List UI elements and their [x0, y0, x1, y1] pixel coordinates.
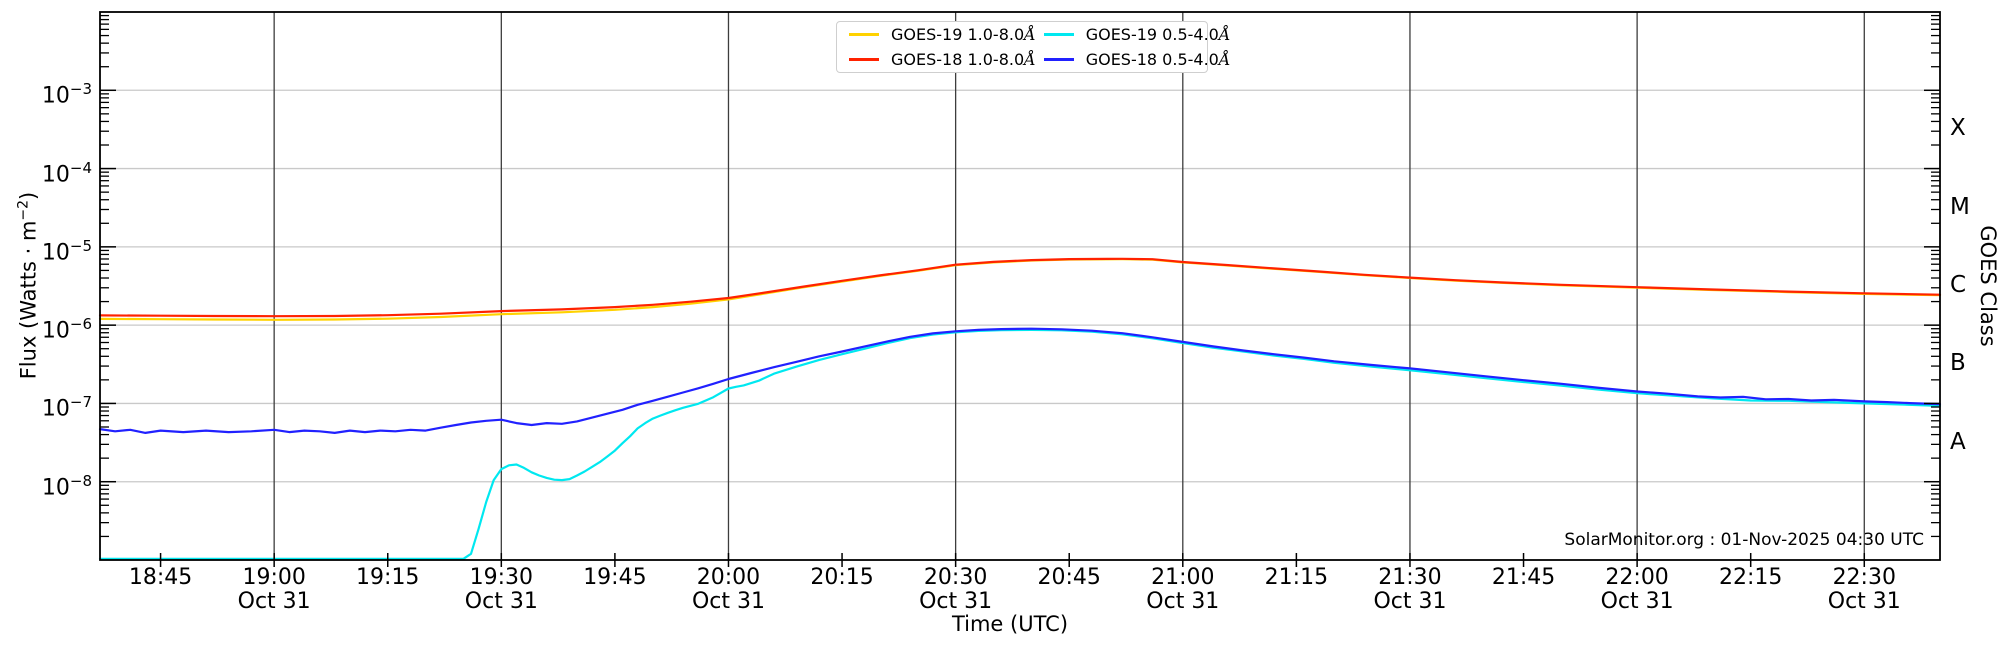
plot-frame	[99, 11, 1941, 561]
legend-label: GOES-18 1.0-8.0Å	[891, 50, 1036, 69]
x-tick-label: 21:45	[1491, 565, 1556, 590]
x-tick-date-label: Oct 31	[1827, 589, 1901, 614]
series-goes-19-1-0-8-0-	[98, 258, 1942, 321]
legend-item: GOES-18 1.0-8.0Å	[841, 48, 1036, 72]
source-annotation: SolarMonitor.org : 01-Nov-2025 04:30 UTC	[1564, 530, 1924, 550]
x-tick-label: 18:45	[128, 565, 193, 590]
x-tick-label: 22:15	[1718, 565, 1783, 590]
x-tick-label: 21:15	[1264, 565, 1329, 590]
y-tick-label: 10−6	[41, 315, 92, 344]
x-tick-label: 20:00	[696, 565, 761, 590]
legend-line-swatch	[849, 33, 879, 36]
y-tick-label: 10−4	[41, 158, 92, 187]
y-tick-label: 10−8	[41, 471, 92, 501]
x-tick-date-label: Oct 31	[919, 589, 993, 614]
legend-item: GOES-19 1.0-8.0Å	[841, 23, 1036, 47]
x-tick-date-label: Oct 31	[1373, 589, 1447, 614]
x-tick-date-label: Oct 31	[1600, 589, 1674, 614]
legend-label: GOES-19 0.5-4.0Å	[1085, 25, 1231, 44]
x-tick-label: 22:30	[1832, 565, 1896, 590]
legend-label: GOES-18 0.5-4.0Å	[1085, 50, 1231, 69]
x-tick-label: 22:00	[1605, 565, 1669, 590]
x-tick-label: 21:30	[1378, 565, 1442, 590]
y-tick-label: 10−3	[41, 80, 92, 109]
x-tick-label: 19:15	[356, 565, 420, 590]
x-tick-date-label: Oct 31	[237, 589, 311, 614]
series-goes-19-0-5-4-0-	[98, 328, 1942, 560]
legend-item: GOES-19 0.5-4.0Å	[1036, 23, 1231, 47]
goes-class-letter-b: B	[1950, 350, 1966, 377]
legend-label: GOES-19 1.0-8.0Å	[891, 25, 1036, 44]
y-axis-title-exponent: −2	[15, 199, 32, 221]
legend-line-swatch	[1043, 33, 1074, 36]
x-tick-date-label: Oct 31	[1146, 589, 1220, 614]
legend-item: GOES-18 0.5-4.0Å	[1036, 48, 1231, 72]
legend-line-swatch	[849, 58, 879, 61]
goes-class-letter-c: C	[1950, 272, 1967, 298]
y-axis-title-close: )	[16, 191, 41, 200]
x-tick-date-label: Oct 31	[691, 589, 765, 614]
legend: GOES-19 1.0-8.0Å GOES-19 0.5-4.0Å GOES-18 …	[836, 21, 1230, 73]
y-tick-label: 10−5	[41, 236, 92, 266]
x-tick-label: 20:15	[810, 565, 874, 590]
x-tick-label: 21:00	[1151, 565, 1215, 590]
goes-class-letter-m: M	[1950, 193, 1970, 220]
y-tick-label: 10−7	[41, 393, 92, 422]
goes-class-letter-x: X	[1950, 115, 1966, 142]
legend-line-swatch	[1043, 58, 1074, 61]
right-axis-title: GOES Class	[1976, 225, 2000, 347]
x-axis-title: Time (UTC)	[951, 612, 1069, 636]
x-tick-label: 19:00	[242, 565, 306, 590]
x-tick-label: 19:30	[469, 565, 534, 590]
x-tick-label: 20:45	[1037, 565, 1101, 590]
series-goes-18-0-5-4-0-	[98, 327, 1942, 434]
goes-class-letter-a: A	[1950, 428, 1966, 455]
x-tick-date-label: Oct 31	[464, 589, 538, 614]
x-tick-label: 20:30	[923, 565, 988, 590]
x-tick-label: 19:45	[583, 565, 647, 590]
series-goes-18-1-0-8-0-	[98, 257, 1942, 318]
